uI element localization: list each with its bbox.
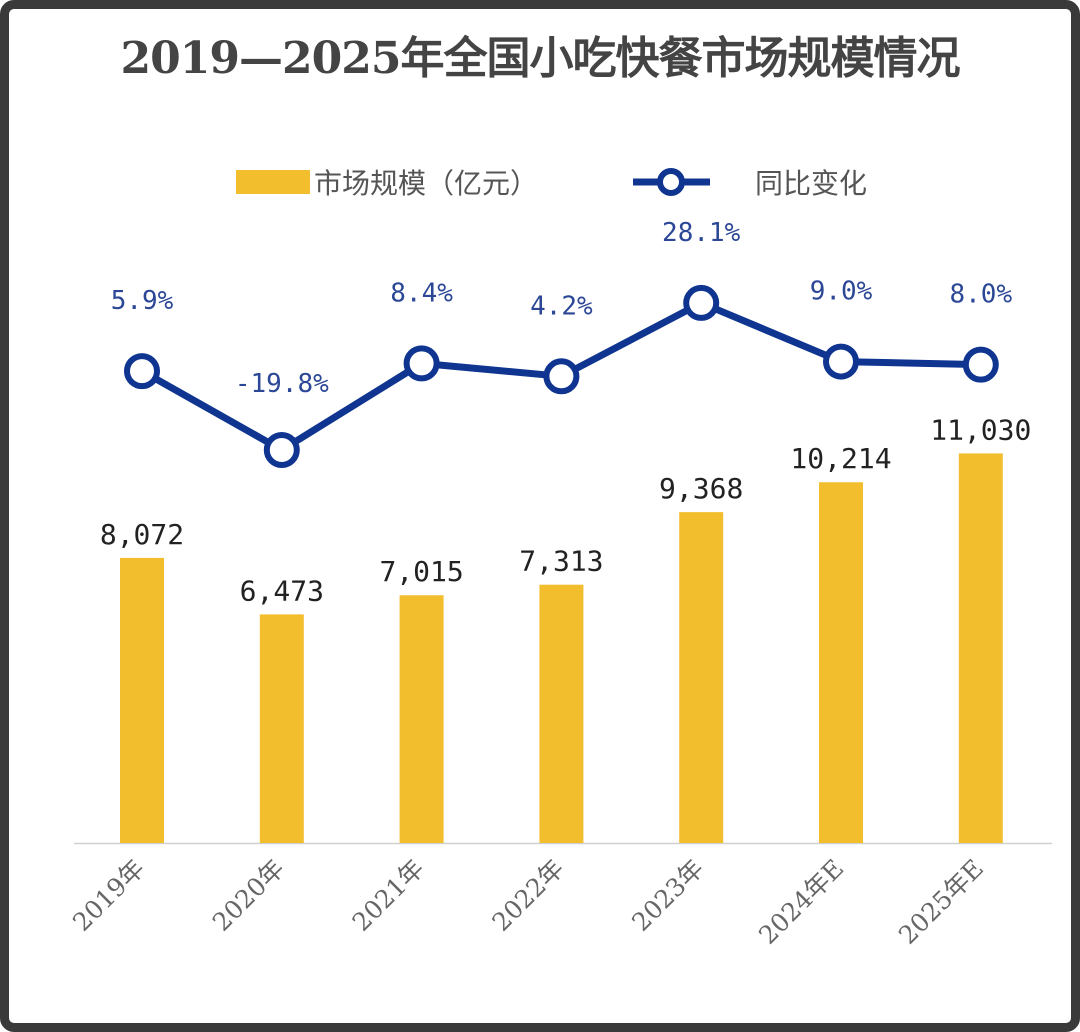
legend-bar-label: 市场规模（亿元） — [314, 167, 538, 200]
bar-2020年 — [259, 614, 304, 843]
line-label: -19.8% — [235, 369, 329, 399]
bar-2025年E — [958, 453, 1003, 843]
bar-label: 11,030 — [930, 413, 1031, 446]
x-tick-label: 2024年E — [753, 854, 849, 950]
x-tick-label: 2025年E — [893, 854, 989, 950]
bar-2021年 — [399, 595, 444, 843]
bar-label: 7,313 — [519, 545, 603, 578]
line-marker — [124, 353, 160, 390]
line-marker — [962, 346, 999, 383]
x-tick-label: 2022年 — [486, 854, 569, 937]
legend-bar-swatch — [236, 170, 310, 194]
legend-line-marker — [657, 168, 685, 196]
bar-label: 10,214 — [790, 442, 891, 475]
bar-label: 8,072 — [100, 518, 184, 551]
line-label: 4.2% — [530, 291, 593, 321]
bar-label: 9,368 — [659, 472, 743, 505]
line-label: 28.1% — [662, 218, 741, 248]
x-tick-label: 2019年 — [67, 854, 150, 937]
bar-2023年 — [679, 512, 724, 843]
x-tick-label: 2020年 — [207, 854, 290, 937]
line-marker — [823, 343, 859, 380]
line-marker — [263, 431, 300, 468]
line-label: 8.4% — [390, 278, 453, 308]
line-label: 5.9% — [111, 286, 174, 316]
x-tick-label: 2021年 — [347, 854, 430, 937]
bar-2022年 — [539, 584, 584, 843]
line-marker — [543, 358, 580, 395]
line-marker — [683, 284, 720, 321]
legend-line-label: 同比变化 — [755, 167, 867, 200]
bar-2024年E — [819, 482, 863, 843]
bar-2019年 — [120, 557, 164, 843]
x-tick-label: 2023年 — [626, 854, 709, 937]
line-marker — [403, 345, 440, 382]
chart-title: 2019—2025年全国小吃快餐市场规模情况 — [120, 33, 961, 84]
line-label: 8.0% — [949, 280, 1012, 310]
bar-label: 7,015 — [379, 555, 463, 588]
line-label: 9.0% — [810, 277, 873, 307]
bar-label: 6,473 — [240, 574, 324, 607]
